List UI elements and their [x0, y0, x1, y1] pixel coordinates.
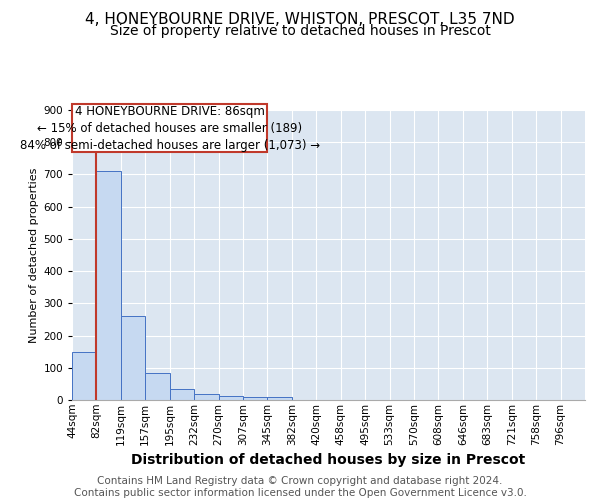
Text: 4 HONEYBOURNE DRIVE: 86sqm
← 15% of detached houses are smaller (189)
84% of sem: 4 HONEYBOURNE DRIVE: 86sqm ← 15% of deta…	[20, 104, 320, 152]
FancyBboxPatch shape	[72, 104, 268, 152]
Text: Contains HM Land Registry data © Crown copyright and database right 2024.
Contai: Contains HM Land Registry data © Crown c…	[74, 476, 526, 498]
Bar	[145, 374, 170, 400]
Text: Size of property relative to detached houses in Prescot: Size of property relative to detached ho…	[110, 24, 490, 38]
Bar	[218, 396, 243, 400]
Bar	[170, 388, 194, 400]
X-axis label: Distribution of detached houses by size in Prescot: Distribution of detached houses by size …	[131, 453, 526, 467]
Y-axis label: Number of detached properties: Number of detached properties	[29, 168, 39, 342]
Bar	[121, 316, 145, 400]
Bar	[194, 394, 218, 400]
Bar	[97, 171, 121, 400]
Bar	[243, 397, 268, 400]
Bar	[268, 397, 292, 400]
Text: 4, HONEYBOURNE DRIVE, WHISTON, PRESCOT, L35 7ND: 4, HONEYBOURNE DRIVE, WHISTON, PRESCOT, …	[85, 12, 515, 28]
Bar	[72, 352, 97, 400]
